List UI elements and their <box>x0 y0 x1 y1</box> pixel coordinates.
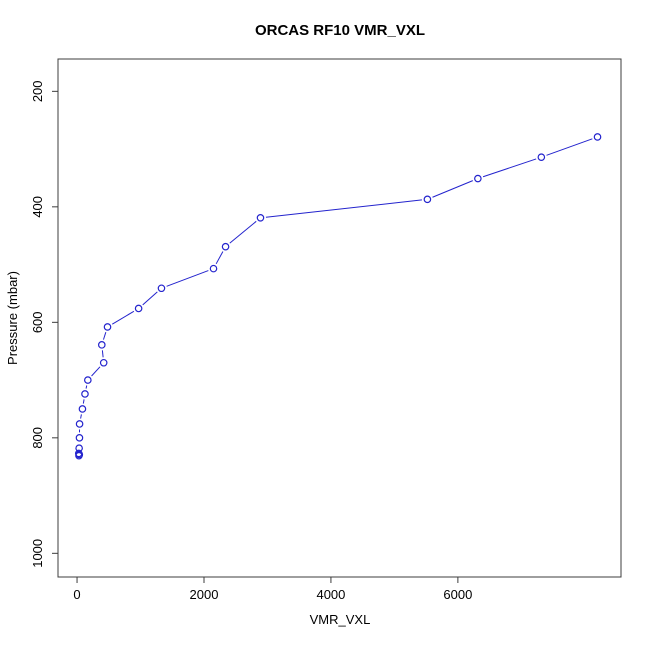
data-segment <box>111 310 135 325</box>
data-point-marker <box>75 420 84 428</box>
x-axis-label: VMR_VXL <box>310 612 371 627</box>
data-point-marker <box>221 242 230 251</box>
data-point-marker <box>84 376 92 384</box>
data-point-marker <box>474 174 482 183</box>
data-point-marker <box>157 284 166 293</box>
x-tick-label: 2000 <box>190 587 219 602</box>
data-point-marker <box>423 195 432 204</box>
data-segment <box>82 399 85 404</box>
data-segment <box>91 366 101 377</box>
chart-title: ORCAS RF10 VMR_VXL <box>255 22 425 39</box>
data-point-marker <box>74 449 83 458</box>
data-point-marker <box>256 214 265 222</box>
data-segment <box>482 158 537 178</box>
data-point-marker <box>75 434 84 442</box>
data-point-marker <box>134 304 143 313</box>
y-tick-label: 600 <box>30 311 45 333</box>
y-tick-label: 200 <box>30 80 45 102</box>
x-tick-label: 0 <box>73 587 80 602</box>
data-segment <box>215 251 224 265</box>
y-axis-label: Pressure (mbar) <box>5 271 20 365</box>
data-point-marker <box>75 444 83 453</box>
data-segment <box>432 180 473 198</box>
y-tick-label: 800 <box>30 427 45 449</box>
data-segment <box>265 199 422 218</box>
data-point-marker <box>81 390 89 398</box>
data-segment <box>166 270 209 287</box>
plot-box <box>57 58 622 578</box>
data-segment <box>546 138 593 156</box>
y-tick-label: 1000 <box>30 539 45 568</box>
y-tick-label: 400 <box>30 196 45 218</box>
data-segment <box>80 414 82 419</box>
x-tick-label: 4000 <box>316 587 345 602</box>
data-point-marker <box>97 341 106 349</box>
data-point-marker <box>209 264 218 273</box>
data-point-marker <box>78 405 87 413</box>
data-point-marker <box>537 153 546 161</box>
data-segment <box>101 350 104 358</box>
data-segment <box>102 332 107 340</box>
data-segment <box>85 385 88 389</box>
data-segment <box>142 291 158 306</box>
data-segment <box>229 220 257 244</box>
x-tick-label: 6000 <box>443 587 472 602</box>
data-point-marker <box>99 358 108 367</box>
data-point-marker <box>593 133 602 141</box>
data-point-marker <box>103 323 112 331</box>
